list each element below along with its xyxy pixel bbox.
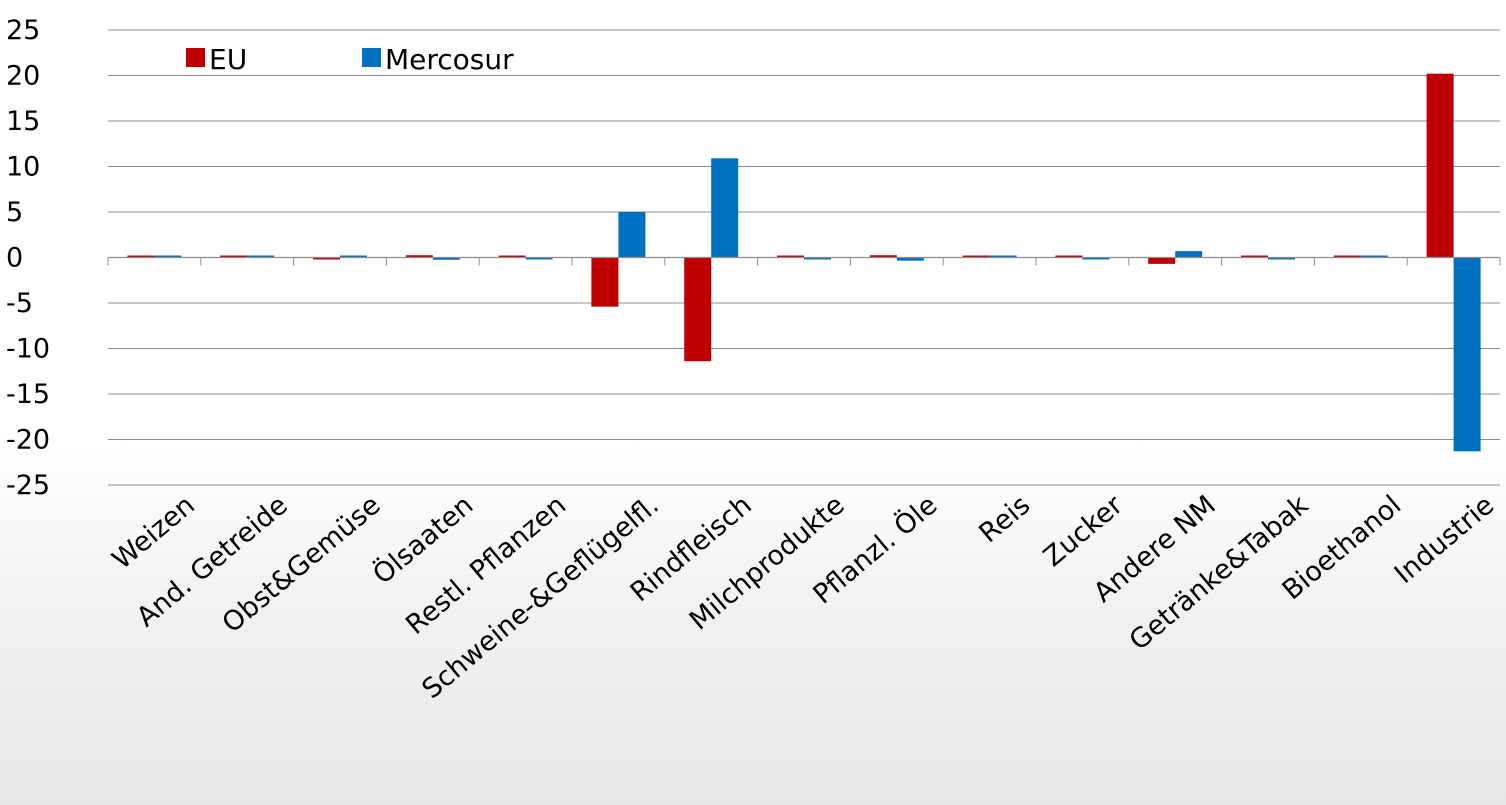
y-tick-label: -5 <box>6 288 33 319</box>
category-label: Obst&Gemüse <box>217 490 387 640</box>
bar-mercosur-13 <box>1268 257 1295 260</box>
bar-mercosur-5 <box>525 257 553 260</box>
legend-swatch-mercosur <box>362 48 381 67</box>
category-label: Zucker <box>1038 489 1130 573</box>
bar-eu-4 <box>405 255 433 258</box>
bar-mercosur-7 <box>711 158 739 258</box>
category-label: Industrie <box>1389 490 1500 590</box>
bar-eu-12 <box>1148 257 1176 264</box>
bar-eu-5 <box>498 255 526 258</box>
bar-mercosur-9 <box>896 257 924 261</box>
y-tick-label: -15 <box>6 379 50 410</box>
y-tick-label: 25 <box>6 15 40 46</box>
y-tick-label: 5 <box>6 197 23 228</box>
legend-swatch-eu <box>186 48 205 67</box>
bar-mercosur-12 <box>1175 251 1203 258</box>
x-axis <box>107 256 1501 266</box>
bar-mercosur-10 <box>989 255 1017 258</box>
legend: EU Mercosur <box>186 43 514 76</box>
bar-mercosur-15 <box>1453 257 1481 452</box>
bar-eu-2 <box>220 255 248 258</box>
legend-label-mercosur: Mercosur <box>385 43 514 76</box>
y-tick-label: -10 <box>6 334 50 365</box>
bar-mercosur-1 <box>154 255 182 258</box>
y-tick-label: -25 <box>6 470 50 501</box>
y-tick-label: 20 <box>6 61 40 92</box>
bar-eu-8 <box>777 255 804 258</box>
bar-mercosur-6 <box>618 212 646 258</box>
bar-mercosur-11 <box>1082 257 1110 260</box>
bar-eu-6 <box>591 257 619 307</box>
y-axis-tick-labels: 25 20 15 10 5 0 -5 -10 -15 -20 -25 <box>6 15 50 501</box>
bar-eu-10 <box>962 255 990 258</box>
y-tick-label: -20 <box>6 425 50 456</box>
category-label: Restl. Pflanzen <box>400 490 572 641</box>
bar-mercosur-8 <box>804 257 831 260</box>
bar-mercosur-3 <box>340 255 367 258</box>
bar-eu-7 <box>684 257 712 362</box>
y-tick-label: 15 <box>6 106 40 137</box>
category-label: Reis <box>973 490 1036 550</box>
y-tick-label: 0 <box>6 243 23 274</box>
bar-mercosur-14 <box>1360 255 1388 258</box>
legend-label-eu: EU <box>209 43 247 76</box>
category-label: Milchprodukte <box>684 490 851 637</box>
bar-eu-11 <box>1055 255 1083 258</box>
y-tick-label: 10 <box>6 152 40 183</box>
bar-eu-9 <box>869 255 897 258</box>
bar-eu-13 <box>1241 255 1268 258</box>
bar-eu-3 <box>313 257 340 260</box>
bar-mercosur-4 <box>432 257 460 260</box>
bar-eu-1 <box>127 255 155 258</box>
bar-eu-15 <box>1426 73 1454 258</box>
bars <box>127 73 1481 452</box>
bar-eu-14 <box>1333 255 1361 258</box>
bar-mercosur-2 <box>247 255 275 258</box>
